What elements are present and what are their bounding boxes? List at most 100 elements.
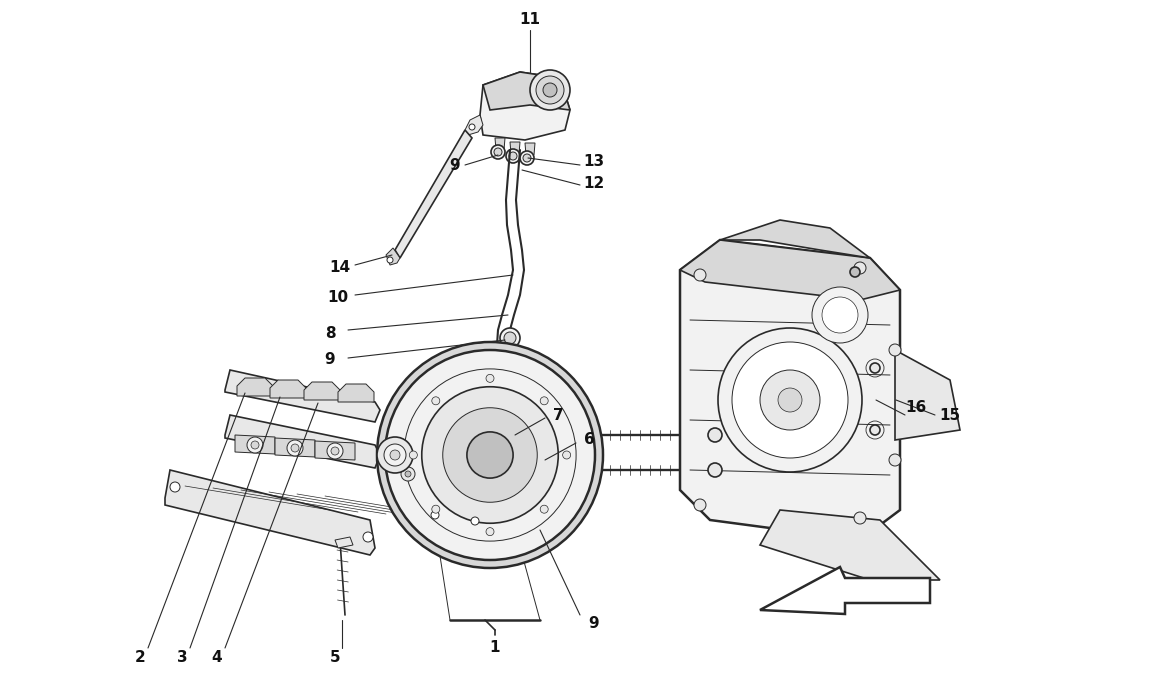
Polygon shape	[338, 384, 374, 402]
Polygon shape	[394, 130, 472, 258]
Circle shape	[693, 499, 706, 511]
Polygon shape	[315, 441, 355, 460]
Circle shape	[779, 388, 802, 412]
Polygon shape	[164, 470, 375, 555]
Circle shape	[467, 432, 513, 478]
Circle shape	[708, 428, 722, 442]
Text: 1: 1	[490, 641, 500, 656]
Polygon shape	[420, 437, 490, 515]
Circle shape	[288, 440, 302, 456]
Circle shape	[327, 443, 343, 459]
Circle shape	[491, 145, 505, 159]
Polygon shape	[680, 240, 900, 540]
Text: 3: 3	[177, 650, 187, 665]
Polygon shape	[720, 220, 871, 258]
Circle shape	[170, 482, 181, 492]
Circle shape	[504, 332, 516, 344]
Text: 15: 15	[940, 408, 960, 423]
Circle shape	[469, 124, 475, 130]
Circle shape	[693, 269, 706, 281]
Circle shape	[760, 370, 820, 430]
Circle shape	[889, 454, 900, 466]
Circle shape	[405, 471, 411, 477]
Circle shape	[494, 148, 503, 156]
Polygon shape	[275, 438, 315, 457]
Polygon shape	[426, 509, 480, 527]
Circle shape	[377, 342, 603, 568]
Polygon shape	[480, 72, 570, 140]
Circle shape	[377, 437, 413, 473]
Text: 8: 8	[324, 326, 336, 341]
Circle shape	[733, 342, 848, 458]
Circle shape	[385, 350, 595, 560]
Circle shape	[889, 344, 900, 356]
Circle shape	[822, 297, 858, 333]
Circle shape	[486, 528, 494, 535]
Text: 9: 9	[589, 615, 599, 630]
Circle shape	[409, 451, 417, 459]
Polygon shape	[760, 567, 930, 614]
Circle shape	[388, 257, 393, 263]
Circle shape	[543, 83, 557, 97]
Text: 11: 11	[520, 12, 540, 27]
Circle shape	[431, 511, 439, 519]
Polygon shape	[335, 537, 353, 548]
Text: 4: 4	[212, 650, 222, 665]
Circle shape	[509, 152, 518, 160]
Text: 14: 14	[329, 260, 351, 275]
Circle shape	[850, 267, 860, 277]
Circle shape	[523, 154, 531, 162]
Polygon shape	[237, 378, 273, 396]
Circle shape	[291, 444, 299, 452]
Polygon shape	[225, 415, 380, 468]
Circle shape	[812, 287, 868, 343]
Circle shape	[472, 517, 480, 525]
Text: 6: 6	[584, 432, 595, 447]
Circle shape	[486, 374, 494, 382]
Circle shape	[251, 441, 259, 449]
Polygon shape	[270, 380, 306, 398]
Circle shape	[540, 505, 549, 513]
Circle shape	[854, 512, 866, 524]
Circle shape	[500, 328, 520, 348]
Circle shape	[530, 70, 570, 110]
Circle shape	[540, 397, 549, 405]
Text: 10: 10	[328, 290, 348, 305]
Text: 5: 5	[330, 650, 340, 665]
Text: 9: 9	[324, 352, 336, 367]
Text: 2: 2	[135, 650, 145, 665]
Circle shape	[854, 262, 866, 274]
Polygon shape	[235, 435, 275, 454]
Circle shape	[390, 450, 400, 460]
Text: 16: 16	[905, 400, 927, 415]
Circle shape	[331, 447, 339, 455]
Circle shape	[247, 437, 263, 453]
Circle shape	[871, 425, 880, 435]
Circle shape	[431, 397, 439, 405]
Circle shape	[363, 532, 373, 542]
Polygon shape	[760, 510, 940, 580]
Circle shape	[562, 451, 570, 459]
Circle shape	[443, 408, 537, 502]
Circle shape	[506, 149, 520, 163]
Polygon shape	[509, 142, 520, 154]
Polygon shape	[680, 240, 900, 300]
Polygon shape	[304, 382, 340, 400]
Polygon shape	[405, 462, 420, 482]
Text: 13: 13	[583, 154, 605, 169]
Circle shape	[718, 328, 862, 472]
Circle shape	[871, 363, 880, 373]
Text: 12: 12	[583, 176, 605, 191]
Circle shape	[431, 505, 439, 513]
Circle shape	[520, 151, 534, 165]
Polygon shape	[526, 143, 535, 155]
Polygon shape	[465, 115, 483, 135]
Circle shape	[422, 387, 558, 523]
Polygon shape	[225, 370, 380, 422]
Polygon shape	[386, 248, 400, 265]
Text: 9: 9	[450, 158, 460, 173]
Circle shape	[401, 467, 415, 481]
Polygon shape	[895, 350, 960, 440]
Circle shape	[708, 463, 722, 477]
Text: 7: 7	[553, 408, 564, 423]
